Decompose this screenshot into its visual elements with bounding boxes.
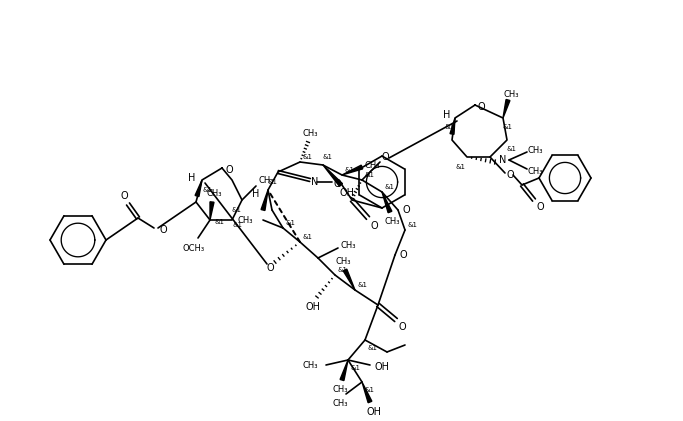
Text: CH₃: CH₃ <box>385 216 400 226</box>
Text: OH: OH <box>367 407 382 417</box>
Text: N: N <box>499 155 507 165</box>
Polygon shape <box>344 269 355 290</box>
Text: CH₃: CH₃ <box>340 240 356 250</box>
Text: &1: &1 <box>303 234 313 240</box>
Text: &1: &1 <box>445 124 455 130</box>
Text: O: O <box>120 191 128 201</box>
Text: O: O <box>398 322 406 332</box>
Text: O: O <box>266 263 274 273</box>
Text: H: H <box>252 189 260 199</box>
Text: &1: &1 <box>358 282 368 288</box>
Text: &1: &1 <box>215 219 225 225</box>
Text: CH₃: CH₃ <box>303 128 318 138</box>
Polygon shape <box>210 202 214 220</box>
Text: OCH₃: OCH₃ <box>183 243 205 253</box>
Text: &1: &1 <box>385 184 395 190</box>
Text: &1: &1 <box>323 154 333 160</box>
Text: &1: &1 <box>268 179 278 185</box>
Text: N: N <box>311 177 319 187</box>
Text: O: O <box>225 165 233 175</box>
Text: &1: &1 <box>286 220 296 226</box>
Polygon shape <box>450 118 455 134</box>
Text: CH₃: CH₃ <box>335 256 351 266</box>
Text: &1: &1 <box>365 172 375 178</box>
Text: O: O <box>477 102 485 112</box>
Polygon shape <box>362 382 372 403</box>
Text: &1: &1 <box>456 164 466 170</box>
Text: OH: OH <box>374 362 389 372</box>
Text: &1: &1 <box>203 187 213 193</box>
Text: CH₃: CH₃ <box>527 166 543 176</box>
Polygon shape <box>342 165 363 175</box>
Text: O: O <box>159 225 167 235</box>
Polygon shape <box>503 99 510 118</box>
Text: O: O <box>333 179 341 189</box>
Text: O: O <box>399 250 407 260</box>
Text: &1: &1 <box>233 222 243 228</box>
Text: &1: &1 <box>351 365 361 371</box>
Polygon shape <box>323 165 342 187</box>
Text: H: H <box>443 110 451 120</box>
Text: O: O <box>536 202 544 212</box>
Text: CH₃: CH₃ <box>237 216 253 224</box>
Text: CH₃: CH₃ <box>527 146 543 155</box>
Text: &1: &1 <box>338 267 348 273</box>
Text: &1: &1 <box>365 387 375 393</box>
Text: &1: &1 <box>507 146 517 152</box>
Text: &1: &1 <box>368 345 378 351</box>
Polygon shape <box>340 360 348 381</box>
Text: O: O <box>506 170 514 180</box>
Text: &1: &1 <box>408 222 418 228</box>
Text: O: O <box>370 221 378 231</box>
Text: CH₃: CH₃ <box>303 360 318 370</box>
Text: CH₃: CH₃ <box>332 386 348 394</box>
Polygon shape <box>261 190 268 210</box>
Text: CH₃: CH₃ <box>364 160 380 170</box>
Text: &1: &1 <box>503 124 513 130</box>
Text: OH: OH <box>339 188 354 198</box>
Text: &1: &1 <box>345 167 355 173</box>
Text: CH₃: CH₃ <box>503 90 519 99</box>
Polygon shape <box>382 192 392 213</box>
Text: O: O <box>402 205 410 215</box>
Text: &1: &1 <box>303 154 313 160</box>
Polygon shape <box>195 180 202 197</box>
Text: H: H <box>189 173 196 183</box>
Text: &1: &1 <box>232 207 242 213</box>
Text: CH₃: CH₃ <box>332 400 348 408</box>
Text: CH₃: CH₃ <box>206 189 222 197</box>
Text: OH: OH <box>305 302 320 312</box>
Text: CH₃: CH₃ <box>258 176 274 184</box>
Text: O: O <box>381 152 389 162</box>
